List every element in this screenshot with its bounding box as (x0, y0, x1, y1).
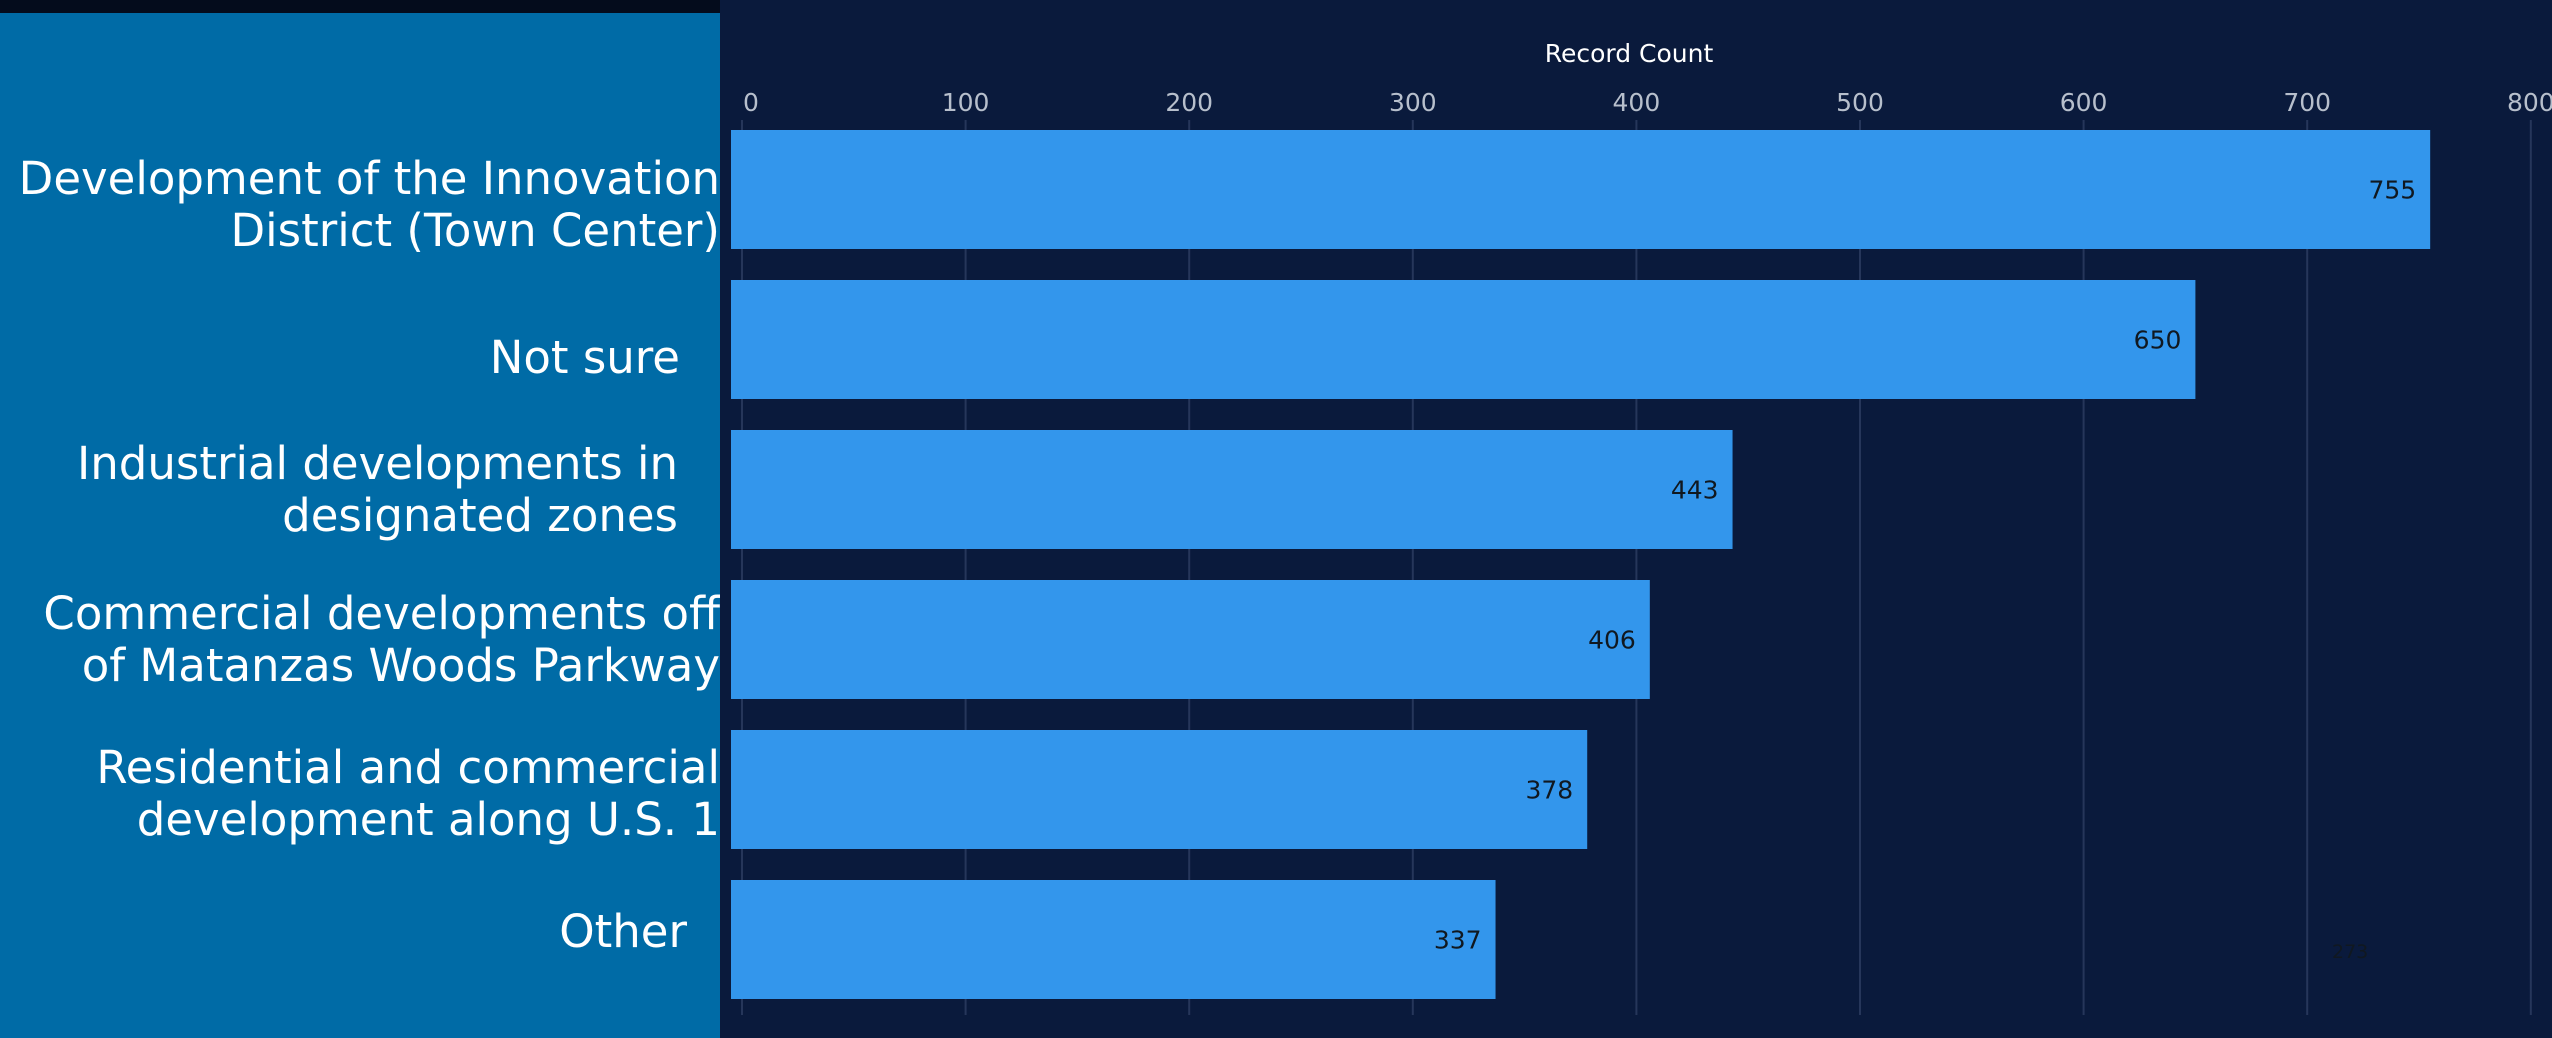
data-label: 650 (2134, 326, 2182, 355)
x-tick-label: 200 (1165, 88, 1213, 117)
x-axis-title: Record Count (1544, 39, 1714, 68)
category-label-line: District (Town Center) (230, 204, 720, 257)
category-label: Other (559, 906, 687, 958)
bar (731, 430, 1733, 549)
x-tick-label: 800 (2507, 88, 2552, 117)
category-label-panel: Development of the Innovation District (… (0, 0, 720, 1038)
bar (731, 730, 1588, 849)
data-label: 443 (1671, 476, 1719, 505)
data-label: 378 (1525, 776, 1573, 805)
bar (731, 580, 1650, 699)
data-label: 755 (2368, 176, 2416, 205)
x-tick-label: 100 (942, 88, 990, 117)
x-tick-label: 500 (1836, 88, 1884, 117)
x-tick-label: 400 (1613, 88, 1661, 117)
data-label: 337 (1434, 926, 1482, 955)
bar (731, 880, 1496, 999)
x-tick-label: 300 (1389, 88, 1437, 117)
category-label: Not sure (490, 332, 680, 384)
x-tick-label: 700 (2283, 88, 2331, 117)
x-tick-label: 0 (743, 88, 759, 117)
category-label: Residential and commercial development a… (96, 742, 720, 846)
category-label-line: Residential and commercial (96, 741, 720, 794)
category-label-line: Industrial developments in (77, 437, 678, 490)
x-tick-label: 600 (2060, 88, 2108, 117)
bar (731, 280, 2196, 399)
category-label-line: development along U.S. 1 (136, 793, 720, 846)
category-label: Industrial developments in designated zo… (77, 438, 678, 542)
category-label-line: designated zones (282, 489, 678, 542)
category-label: Development of the Innovation District (… (19, 153, 720, 257)
bar-chart: 0 100 200 300 400 500 600 700 800 755 650 443 406 378… (731, 88, 2552, 1015)
bar (731, 130, 2431, 249)
category-label-line: Development of the Innovation (18, 152, 720, 205)
category-label: Commercial developments off of Matanzas … (43, 588, 720, 692)
data-label: 406 (1588, 626, 1636, 655)
footnote-number: 273 (2332, 941, 2369, 963)
category-label-line: Not sure (489, 331, 680, 384)
category-label-line: Other (559, 905, 687, 958)
category-label-line: of Matanzas Woods Parkway (81, 639, 720, 692)
category-label-line: Commercial developments off (43, 587, 720, 640)
chart-plot-panel: Record Count 0 100 200 300 400 500 600 700 800 75… (720, 0, 2552, 1038)
